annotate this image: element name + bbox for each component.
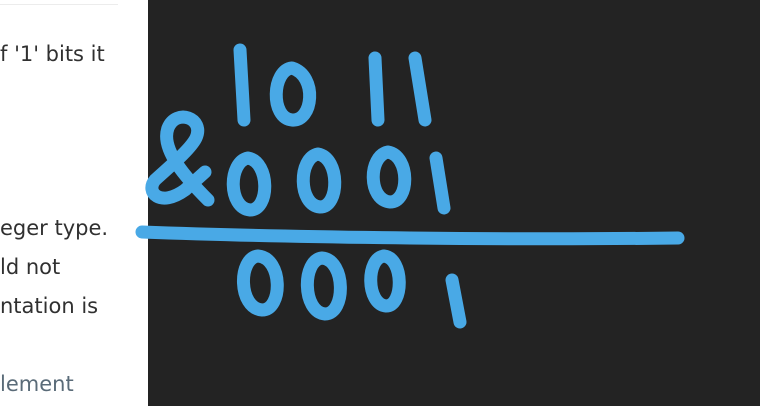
doc-text-line: eger type. [0, 216, 109, 240]
document-panel: f '1' bits it eger type. ld not ntation … [0, 0, 148, 406]
divider [0, 4, 118, 5]
doc-text-line: ntation is [0, 294, 99, 318]
doc-text-line: lement [0, 372, 74, 396]
doc-text-line: ld not [0, 255, 61, 279]
whiteboard-canvas [148, 0, 760, 406]
doc-text-line: f '1' bits it [0, 42, 105, 66]
